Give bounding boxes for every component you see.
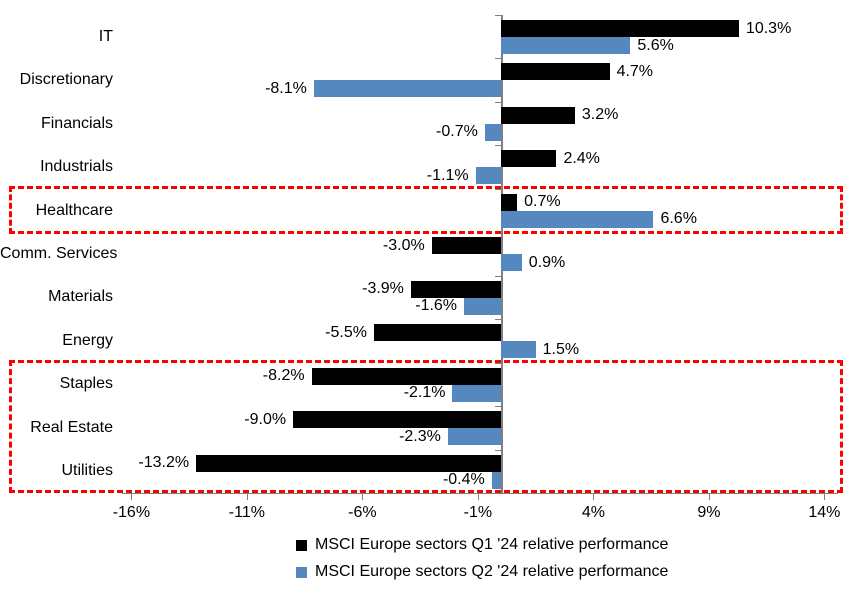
value-label-q1-energy: -5.5% [325, 323, 367, 341]
value-label-q2-industrials: -1.1% [426, 166, 469, 184]
bar-q1-it [501, 20, 739, 37]
value-label-q2-it: 5.6% [637, 36, 674, 54]
legend-label-q2: MSCI Europe sectors Q2 '24 relative perf… [315, 563, 669, 580]
bar-q1-utilities [196, 454, 501, 472]
legend-item-q2: MSCI Europe sectors Q2 '24 relative perf… [296, 563, 668, 581]
chart-legend: MSCI Europe sectors Q1 '24 relative perf… [296, 536, 668, 590]
x-axis-tick [708, 493, 710, 500]
x-tick-label-9: 9% [697, 504, 721, 521]
x-tick-label-11: -11% [228, 504, 265, 521]
y-axis-tick [495, 362, 501, 364]
value-label-q1-financials: 3.2% [581, 106, 619, 124]
bar-q1-energy [373, 324, 501, 342]
x-axis-tick [477, 493, 479, 500]
bar-q2-staples [452, 384, 501, 402]
bar-q1-real-estate [293, 411, 501, 429]
value-label-q2-healthcare: 6.6% [660, 210, 697, 228]
bar-q1-financials [501, 106, 575, 124]
bar-q1-discretionary [501, 63, 610, 81]
bar-q2-materials [464, 297, 501, 315]
bar-q1-industrials [501, 150, 557, 168]
value-label-q1-comm-services: -3.0% [382, 236, 425, 254]
bar-q1-comm-services [431, 237, 501, 255]
value-label-q1-it: 10.3% [745, 19, 792, 37]
category-label-staples: Staples [59, 375, 113, 393]
x-axis-tick [362, 493, 364, 500]
x-tick-label-14: 14% [808, 504, 841, 521]
bar-q2-it [501, 37, 631, 54]
bar-q2-energy [501, 341, 536, 359]
value-label-q1-healthcare: 0.7% [524, 193, 561, 211]
value-label-q1-discretionary: 4.7% [616, 62, 654, 80]
bar-q1-staples [311, 367, 501, 385]
x-axis-tick [246, 493, 248, 500]
x-tick-label-6: -6% [348, 504, 377, 521]
y-axis-tick [495, 101, 501, 103]
category-label-utilities: Utilities [61, 462, 113, 480]
category-label-materials: Materials [48, 288, 113, 306]
bar-q1-materials [410, 280, 501, 298]
x-axis-tick [131, 493, 133, 500]
legend-swatch-q1-icon [296, 539, 307, 551]
value-label-q2-financials: -0.7% [436, 123, 478, 141]
value-label-q1-real-estate: -9.0% [244, 410, 287, 428]
bar-q2-comm-services [501, 254, 522, 272]
bar-q2-discretionary [313, 80, 501, 98]
legend-item-q1: MSCI Europe sectors Q1 '24 relative perf… [296, 536, 668, 554]
y-axis-tick [495, 275, 501, 277]
value-label-q1-industrials: 2.4% [563, 149, 600, 167]
value-label-q2-real-estate: -2.3% [399, 427, 441, 445]
x-tick-label-4: 4% [581, 504, 605, 521]
x-axis-tick [593, 493, 595, 500]
y-axis-tick [495, 15, 501, 16]
value-label-q2-staples: -2.1% [403, 384, 446, 402]
value-label-q2-energy: 1.5% [542, 340, 580, 358]
value-label-q1-staples: -8.2% [262, 367, 305, 385]
category-label-discretionary: Discretionary [19, 71, 113, 89]
category-label-financials: Financials [40, 114, 113, 132]
y-axis-tick [495, 58, 501, 60]
x-axis-tick [824, 493, 826, 500]
value-label-q1-materials: -3.9% [362, 280, 404, 298]
value-label-q2-materials: -1.6% [415, 297, 458, 315]
category-label-it: IT [98, 27, 113, 45]
y-axis-tick [495, 406, 501, 408]
bar-q2-financials [484, 123, 501, 141]
bar-q2-utilities [491, 471, 501, 489]
y-axis-tick [495, 232, 501, 234]
y-axis-tick [495, 188, 501, 190]
y-axis-tick [495, 319, 501, 321]
category-label-real-estate: Real Estate [30, 418, 113, 436]
y-axis-tick [495, 449, 501, 451]
category-label-energy: Energy [62, 331, 113, 349]
x-tick-label-16: -16% [112, 504, 151, 521]
category-label-industrials: Industrials [40, 158, 113, 176]
category-label-comm-services: Comm. Services [0, 245, 118, 262]
value-label-q2-discretionary: -8.1% [265, 79, 307, 97]
legend-swatch-q2-icon [296, 566, 307, 578]
bar-q2-industrials [475, 167, 501, 185]
y-axis-line [501, 15, 503, 493]
value-label-q2-utilities: -0.4% [442, 471, 485, 489]
value-label-q2-comm-services: 0.9% [528, 253, 566, 271]
bar-q2-real-estate [447, 428, 501, 446]
x-tick-label-1: -1% [463, 504, 493, 521]
y-axis-tick [495, 145, 501, 147]
value-label-q1-utilities: -13.2% [138, 454, 190, 472]
x-axis-line [122, 493, 838, 494]
category-label-healthcare: Healthcare [35, 201, 113, 219]
bar-q1-healthcare [501, 193, 518, 211]
bar-q2-healthcare [501, 210, 654, 228]
y-axis-tick [495, 493, 501, 494]
legend-label-q1: MSCI Europe sectors Q1 '24 relative perf… [315, 536, 669, 553]
